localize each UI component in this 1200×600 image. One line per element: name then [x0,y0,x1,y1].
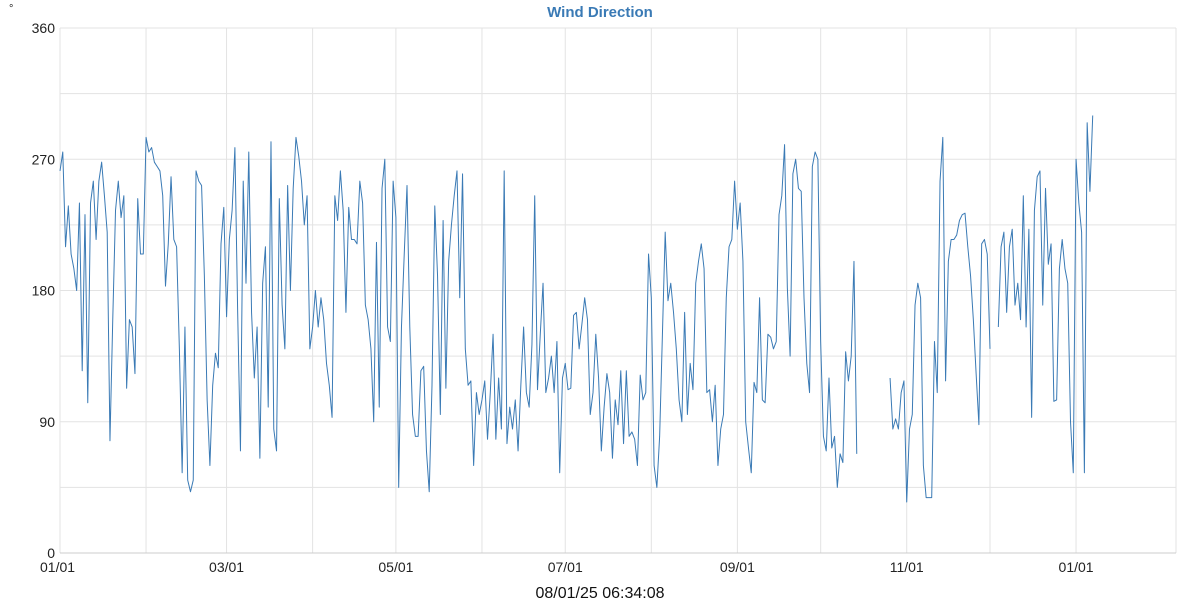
y-tick-label: 360 [32,20,56,36]
series-lines [59,115,1094,503]
y-tick-label: 90 [39,414,55,430]
y-tick-label: 0 [47,545,55,561]
x-tick-label: 05/01 [378,559,413,575]
x-tick-label: 01/01 [1059,559,1094,575]
timestamp-label: 08/01/25 06:34:08 [535,585,664,600]
x-tick-label: 11/01 [890,559,924,575]
x-tick-label: 03/01 [209,559,244,575]
y-tick-label: 270 [32,151,56,167]
y-tick-labels: 0 90 180 270 360 [32,20,56,561]
grid-lines [59,27,1177,553]
chart-title: Wind Direction [547,4,653,21]
series-line-segment-1 [59,136,858,493]
y-tick-label: 180 [32,283,56,299]
x-tick-label: 01/01 [40,559,75,575]
y-unit-label: ° [9,3,13,15]
x-tick-labels: 01/01 03/01 05/01 07/01 09/01 11/01 01/01 [40,559,1094,575]
series-line-segment-3 [997,115,1094,474]
series-line-segment-2 [889,136,991,503]
x-tick-label: 07/01 [548,559,583,575]
x-tick-label: 09/01 [720,559,755,575]
